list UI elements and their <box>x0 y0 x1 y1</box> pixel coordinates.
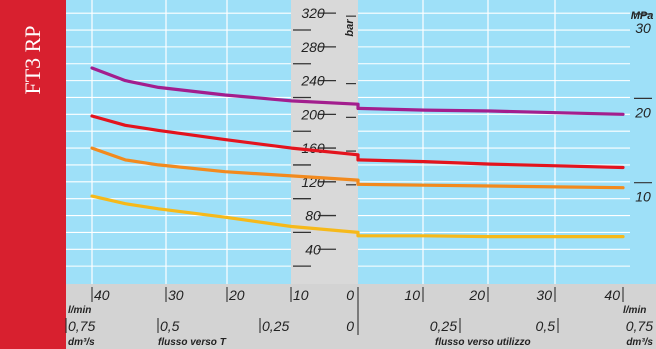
y2-tick-label-20: 20 <box>634 104 651 120</box>
x-lmin-unit-right: l/min <box>623 305 646 316</box>
series-line-yellow-left <box>90 194 360 234</box>
series-line-red-left <box>90 114 360 157</box>
side-title: FT3 RP <box>20 25 45 94</box>
x-lmin-left-label-10: 10 <box>293 287 309 303</box>
series-line-yellow-right <box>356 234 625 239</box>
series-line-purple-right <box>356 106 625 116</box>
x-dm3s-right-label-2: 0,75 <box>626 318 653 334</box>
series-line-orange-left <box>90 146 360 182</box>
y-tick-label-40: 40 <box>305 241 321 257</box>
direction-label-right: flusso verso utilizzo <box>435 337 531 348</box>
y-tick-label-80: 80 <box>305 208 321 224</box>
y-tick-label-320: 320 <box>301 5 325 21</box>
series-line-purple-left <box>90 66 360 106</box>
x-lmin-left-label-30: 30 <box>168 287 184 303</box>
x-dm3s-unit-left: dm³/s <box>68 337 95 348</box>
x-lmin-left-label-0: 0 <box>346 287 354 303</box>
side-title-band <box>0 0 66 349</box>
y2-tick-label-10: 10 <box>635 189 651 205</box>
x-dm3s-right-label-1: 0,5 <box>536 318 556 334</box>
series-group <box>90 66 625 239</box>
x-dm3s-left-label-3: 0 <box>346 318 354 334</box>
y-tick-label-200: 200 <box>300 106 325 122</box>
x-lmin-right-label-40: 40 <box>604 287 620 303</box>
x-lmin-right-label-10: 10 <box>404 287 420 303</box>
y2-axis-unit-label: MPa <box>631 10 654 22</box>
direction-label-left: flusso verso T <box>158 337 227 348</box>
series-line-orange-right <box>356 182 625 190</box>
x-dm3s-left-label-1: 0,5 <box>160 318 180 334</box>
x-lmin-right-label-30: 30 <box>536 287 552 303</box>
y2-tick-label-30: 30 <box>635 20 651 36</box>
x-dm3s-right-label-0: 0,25 <box>430 318 457 334</box>
x-dm3s-unit-right: dm³/s <box>626 337 653 348</box>
y-tick-label-240: 240 <box>300 73 325 89</box>
x-dm3s-left-label-0: 0,75 <box>68 318 95 334</box>
y-axis-unit-label: bar <box>344 19 356 37</box>
x-lmin-left-label-20: 20 <box>228 287 245 303</box>
x-lmin-unit-left: l/min <box>68 305 91 316</box>
bottom-axis-band <box>0 284 656 349</box>
x-lmin-right-label-20: 20 <box>468 287 485 303</box>
series-line-red-right <box>356 158 625 170</box>
x-dm3s-left-label-2: 0,25 <box>262 318 289 334</box>
y-tick-label-280: 280 <box>300 39 325 55</box>
x-lmin-left-label-40: 40 <box>94 287 110 303</box>
